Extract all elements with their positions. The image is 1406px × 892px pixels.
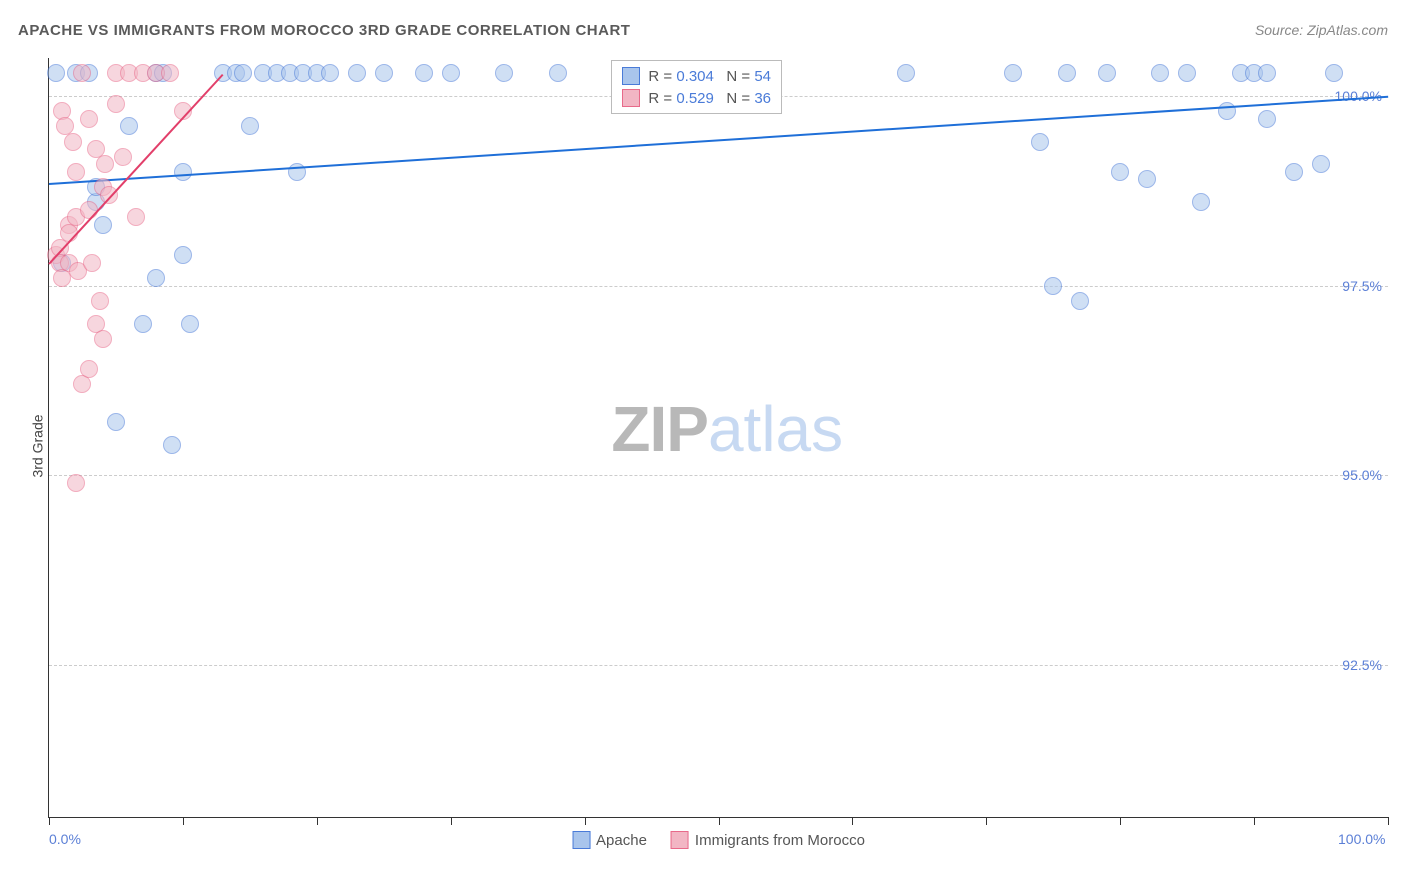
scatter-point xyxy=(163,436,181,454)
scatter-point xyxy=(91,292,109,310)
scatter-point xyxy=(348,64,366,82)
legend-swatch xyxy=(622,89,640,107)
scatter-point xyxy=(96,155,114,173)
xtick xyxy=(585,817,586,825)
scatter-point xyxy=(1178,64,1196,82)
scatter-point xyxy=(107,413,125,431)
scatter-point xyxy=(114,148,132,166)
scatter-point xyxy=(1098,64,1116,82)
scatter-point xyxy=(73,64,91,82)
xtick xyxy=(49,817,50,825)
legend-item: Immigrants from Morocco xyxy=(671,831,865,849)
ytick-label: 92.5% xyxy=(1342,657,1382,673)
scatter-point xyxy=(1031,133,1049,151)
xtick xyxy=(317,817,318,825)
watermark-zip: ZIP xyxy=(611,393,708,465)
title-bar: APACHE VS IMMIGRANTS FROM MOROCCO 3RD GR… xyxy=(18,22,1388,46)
legend-swatch xyxy=(671,831,689,849)
scatter-point xyxy=(1151,64,1169,82)
scatter-point xyxy=(1258,110,1276,128)
plot-area: ZIPatlas 100.0%97.5%95.0%92.5%0.0%100.0%… xyxy=(48,58,1388,818)
scatter-point xyxy=(1285,163,1303,181)
scatter-point xyxy=(94,216,112,234)
scatter-point xyxy=(161,64,179,82)
scatter-point xyxy=(120,117,138,135)
xtick xyxy=(451,817,452,825)
ytick-label: 97.5% xyxy=(1342,278,1382,294)
ytick-label: 95.0% xyxy=(1342,467,1382,483)
scatter-point xyxy=(442,64,460,82)
series-legend: Apache Immigrants from Morocco xyxy=(572,831,865,849)
scatter-point xyxy=(1004,64,1022,82)
scatter-point xyxy=(241,117,259,135)
gridline xyxy=(49,475,1388,476)
scatter-point xyxy=(147,269,165,287)
legend-swatch xyxy=(622,67,640,85)
legend-stats: R = 0.304 N = 54 xyxy=(648,68,771,85)
gridline xyxy=(49,286,1388,287)
scatter-point xyxy=(1312,155,1330,173)
legend-label: Immigrants from Morocco xyxy=(695,832,865,849)
scatter-point xyxy=(83,254,101,272)
gridline xyxy=(49,665,1388,666)
chart-container: APACHE VS IMMIGRANTS FROM MOROCCO 3RD GR… xyxy=(0,0,1406,892)
scatter-point xyxy=(174,163,192,181)
legend-swatch xyxy=(572,831,590,849)
xtick xyxy=(986,817,987,825)
scatter-point xyxy=(80,110,98,128)
xtick xyxy=(183,817,184,825)
scatter-point xyxy=(67,163,85,181)
watermark-atlas: atlas xyxy=(708,393,843,465)
scatter-point xyxy=(1258,64,1276,82)
legend-top-row: R = 0.529 N = 36 xyxy=(622,87,771,109)
scatter-point xyxy=(80,360,98,378)
chart-title: APACHE VS IMMIGRANTS FROM MOROCCO 3RD GR… xyxy=(18,22,630,39)
scatter-point xyxy=(127,208,145,226)
scatter-point xyxy=(415,64,433,82)
scatter-point xyxy=(1192,193,1210,211)
scatter-point xyxy=(375,64,393,82)
xtick xyxy=(1388,817,1389,825)
scatter-point xyxy=(549,64,567,82)
scatter-point xyxy=(1058,64,1076,82)
xtick xyxy=(719,817,720,825)
xaxis-label: 0.0% xyxy=(49,831,81,847)
scatter-point xyxy=(174,246,192,264)
xtick xyxy=(1120,817,1121,825)
correlation-legend: R = 0.304 N = 54 R = 0.529 N = 36 xyxy=(611,60,782,114)
scatter-point xyxy=(1044,277,1062,295)
scatter-point xyxy=(897,64,915,82)
xaxis-label: 100.0% xyxy=(1338,831,1385,847)
scatter-point xyxy=(234,64,252,82)
y-axis-label: 3rd Grade xyxy=(30,414,46,477)
scatter-point xyxy=(1138,170,1156,188)
xtick xyxy=(1254,817,1255,825)
scatter-point xyxy=(64,133,82,151)
scatter-point xyxy=(67,474,85,492)
xtick xyxy=(852,817,853,825)
source-label: Source: ZipAtlas.com xyxy=(1255,22,1388,38)
watermark: ZIPatlas xyxy=(611,392,843,466)
scatter-point xyxy=(107,95,125,113)
scatter-point xyxy=(1325,64,1343,82)
scatter-point xyxy=(321,64,339,82)
scatter-point xyxy=(134,315,152,333)
legend-top-row: R = 0.304 N = 54 xyxy=(622,65,771,87)
scatter-point xyxy=(47,64,65,82)
scatter-point xyxy=(1071,292,1089,310)
legend-label: Apache xyxy=(596,832,647,849)
scatter-point xyxy=(1111,163,1129,181)
legend-stats: R = 0.529 N = 36 xyxy=(648,90,771,107)
scatter-point xyxy=(94,330,112,348)
scatter-point xyxy=(495,64,513,82)
legend-item: Apache xyxy=(572,831,647,849)
scatter-point xyxy=(181,315,199,333)
